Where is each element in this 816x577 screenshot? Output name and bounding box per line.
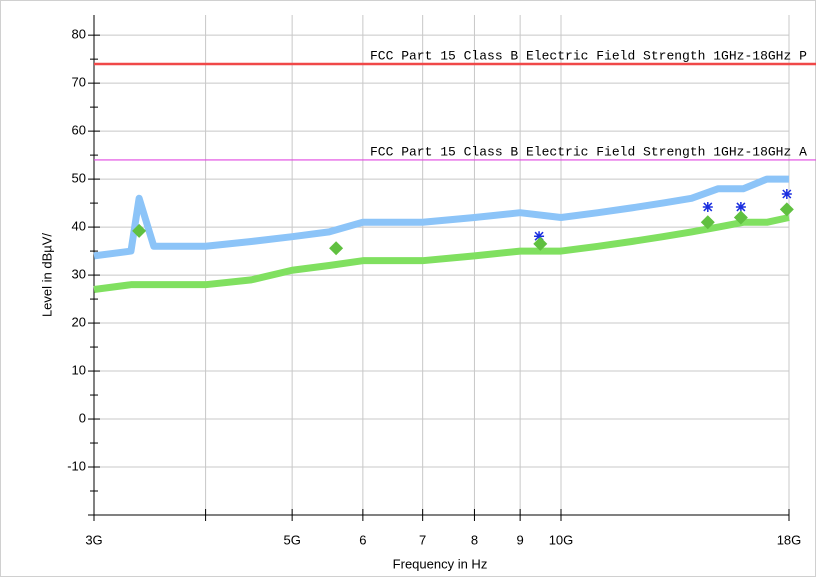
average-marker xyxy=(329,241,344,256)
peak-marker xyxy=(702,201,713,212)
average-marker xyxy=(132,223,147,238)
x-tick-label: 10G xyxy=(549,532,574,547)
average-marker xyxy=(779,202,794,217)
x-tick-label: 3G xyxy=(85,532,102,547)
y-tick-label: 10 xyxy=(72,362,86,377)
peak-marker xyxy=(534,231,545,242)
x-tick-label: 9 xyxy=(517,532,524,547)
x-tick-label: 7 xyxy=(419,532,426,547)
x-tick-label: 6 xyxy=(359,532,366,547)
x-tick-label: 8 xyxy=(471,532,478,547)
y-tick-label: 0 xyxy=(79,410,86,425)
limit-label: FCC Part 15 Class B Electric Field Stren… xyxy=(370,144,807,159)
x-axis-label: Frequency in Hz xyxy=(393,556,488,571)
y-tick-label: 40 xyxy=(72,219,86,234)
x-tick-label: 5G xyxy=(283,532,300,547)
average-marker xyxy=(700,215,715,230)
y-axis-label: Level in dBµV/ xyxy=(39,233,54,317)
y-tick-label: 60 xyxy=(72,123,86,138)
y-tick-label: 30 xyxy=(72,267,86,282)
limit-label: FCC Part 15 Class B Electric Field Stren… xyxy=(370,48,807,63)
trace xyxy=(93,214,790,293)
y-tick-label: -10 xyxy=(67,458,86,473)
y-tick-label: 80 xyxy=(72,27,86,42)
peak-marker xyxy=(781,188,792,199)
y-tick-label: 50 xyxy=(72,171,86,186)
average-marker xyxy=(533,236,548,251)
y-tick-label: 20 xyxy=(72,314,86,329)
peak-marker xyxy=(735,201,746,212)
average-marker xyxy=(733,210,748,225)
y-tick-label: 70 xyxy=(72,75,86,90)
x-tick-label: 18G xyxy=(777,532,802,547)
trace xyxy=(93,175,789,260)
